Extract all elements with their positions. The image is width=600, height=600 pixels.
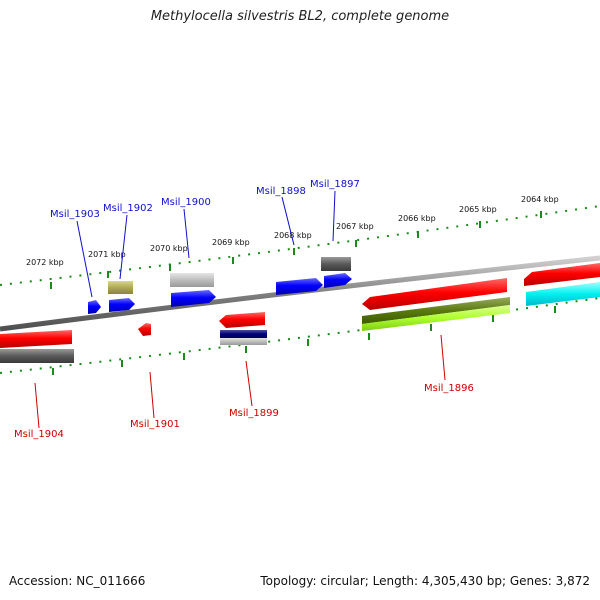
outer-scale-ruler — [0, 205, 600, 289]
gene-label: Msil_1903 — [50, 209, 100, 220]
scale-label: 2069 kbp — [212, 238, 250, 247]
forward-features — [88, 257, 352, 314]
gene-arrow-msil-1900 — [171, 290, 216, 307]
scale-labels: 2072 kbp 2071 kbp 2070 kbp 2069 kbp 2068… — [26, 195, 559, 267]
scale-label: 2066 kbp — [398, 214, 436, 223]
accession-text: Accession: NC_011666 — [9, 574, 146, 588]
feature-gray-box — [170, 273, 214, 287]
gene-label: Msil_1904 — [14, 429, 64, 440]
feature-dark-band — [0, 349, 74, 363]
genome-summary-text: Topology: circular; Length: 4,305,430 bp… — [260, 574, 590, 588]
gene-label: Msil_1901 — [130, 419, 180, 430]
forward-label-leaders — [76, 190, 336, 298]
gene-arrow-msil-1897 — [324, 273, 352, 288]
forward-gene-labels: Msil_1903 Msil_1902 Msil_1900 Msil_1898 … — [50, 179, 360, 220]
gene-label: Msil_1902 — [103, 203, 153, 214]
feature-lime-band — [362, 305, 510, 331]
feature-green-band — [362, 297, 510, 324]
inner-scale-ruler — [0, 297, 600, 375]
genome-backbone — [0, 255, 600, 332]
reverse-gene-labels: Msil_1904 Msil_1901 Msil_1899 Msil_1896 — [14, 383, 474, 440]
gene-arrow-msil-1896 — [362, 278, 507, 310]
scale-label: 2068 kbp — [274, 231, 312, 240]
scale-label: 2072 kbp — [26, 258, 64, 267]
gene-arrow-msil-1904 — [0, 330, 72, 348]
gene-label: Msil_1900 — [161, 197, 211, 208]
gene-arrow-msil-1899 — [219, 312, 265, 328]
gene-label: Msil_1898 — [256, 186, 306, 197]
feature-olive-box — [108, 281, 133, 294]
gene-arrow-msil-1901 — [138, 323, 151, 336]
gene-arrow-msil-1903 — [88, 300, 101, 314]
scale-label: 2070 kbp — [150, 244, 188, 253]
scale-label: 2064 kbp — [521, 195, 559, 204]
map-title: Methylocella silvestris BL2, complete ge… — [150, 9, 450, 24]
feature-navy-box — [220, 330, 267, 338]
gene-label: Msil_1899 — [229, 408, 279, 419]
scale-label: 2065 kbp — [459, 205, 497, 214]
feature-cyan-band — [526, 282, 600, 306]
scale-label: 2071 kbp — [88, 250, 126, 259]
reverse-label-leaders — [34, 334, 446, 429]
gene-label: Msil_1896 — [424, 383, 474, 394]
gene-label: Msil_1897 — [310, 179, 360, 190]
feature-gray-strip — [220, 338, 267, 345]
feature-dark-box — [321, 257, 351, 271]
reverse-features — [0, 263, 600, 363]
gene-arrow-msil-1898 — [276, 278, 323, 295]
gene-arrow-right-red — [524, 263, 600, 286]
gene-arrow-msil-1902 — [109, 298, 135, 312]
scale-label: 2067 kbp — [336, 222, 374, 231]
